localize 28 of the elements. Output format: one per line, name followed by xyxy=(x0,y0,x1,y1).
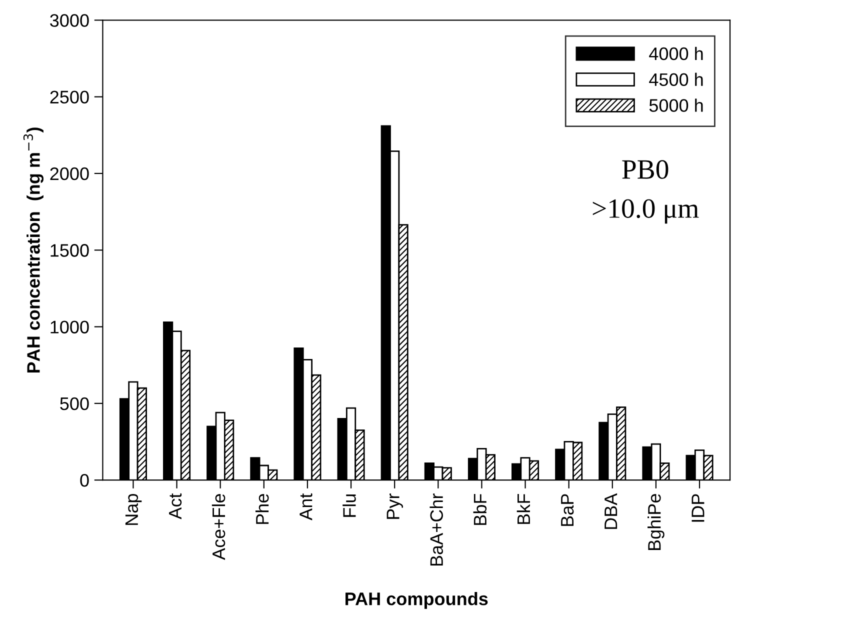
x-tick-label: BbF xyxy=(473,494,487,525)
x-tick-label: BaP xyxy=(561,494,574,526)
y-tick-label: 2500 xyxy=(50,90,89,104)
x-tick-label: Ant xyxy=(300,493,312,520)
y-tick-label: 2000 xyxy=(50,167,89,180)
x-tick-label: Pyr xyxy=(386,494,404,519)
x-axis-title: PAH compounds xyxy=(346,592,488,609)
x-tick-label: BaA+Chr xyxy=(430,494,443,566)
y-tick-label: 1000 xyxy=(50,320,89,334)
x-tick-label: Flu xyxy=(342,494,356,517)
y-tick-label: 500 xyxy=(60,397,89,410)
x-tick-label: Ace+Fle xyxy=(212,494,226,560)
x-tick-label: Phe xyxy=(255,494,269,524)
annotation: PB0 xyxy=(622,160,668,179)
y-tick-label: 1500 xyxy=(50,244,89,257)
legend-label: 4500 h xyxy=(649,72,703,86)
x-tick-label: Nap xyxy=(125,494,142,525)
annotation: >10.0 μm xyxy=(592,199,699,224)
x-tick-label: IDP xyxy=(692,494,704,522)
x-tick-label: BkF xyxy=(516,494,530,524)
legend-label: 5000 h xyxy=(649,98,703,112)
legend-label: 4000 h xyxy=(649,46,703,60)
x-tick-label: DBA xyxy=(604,493,618,529)
y-axis-title: PAH concentration (ng m$^{−3}$) xyxy=(23,128,44,372)
y-tick-label: 0 xyxy=(80,474,89,487)
y-tick-label: 3000 xyxy=(50,14,89,27)
x-tick-label: Act xyxy=(169,493,182,520)
x-tick-label: BghiPe xyxy=(648,494,664,550)
